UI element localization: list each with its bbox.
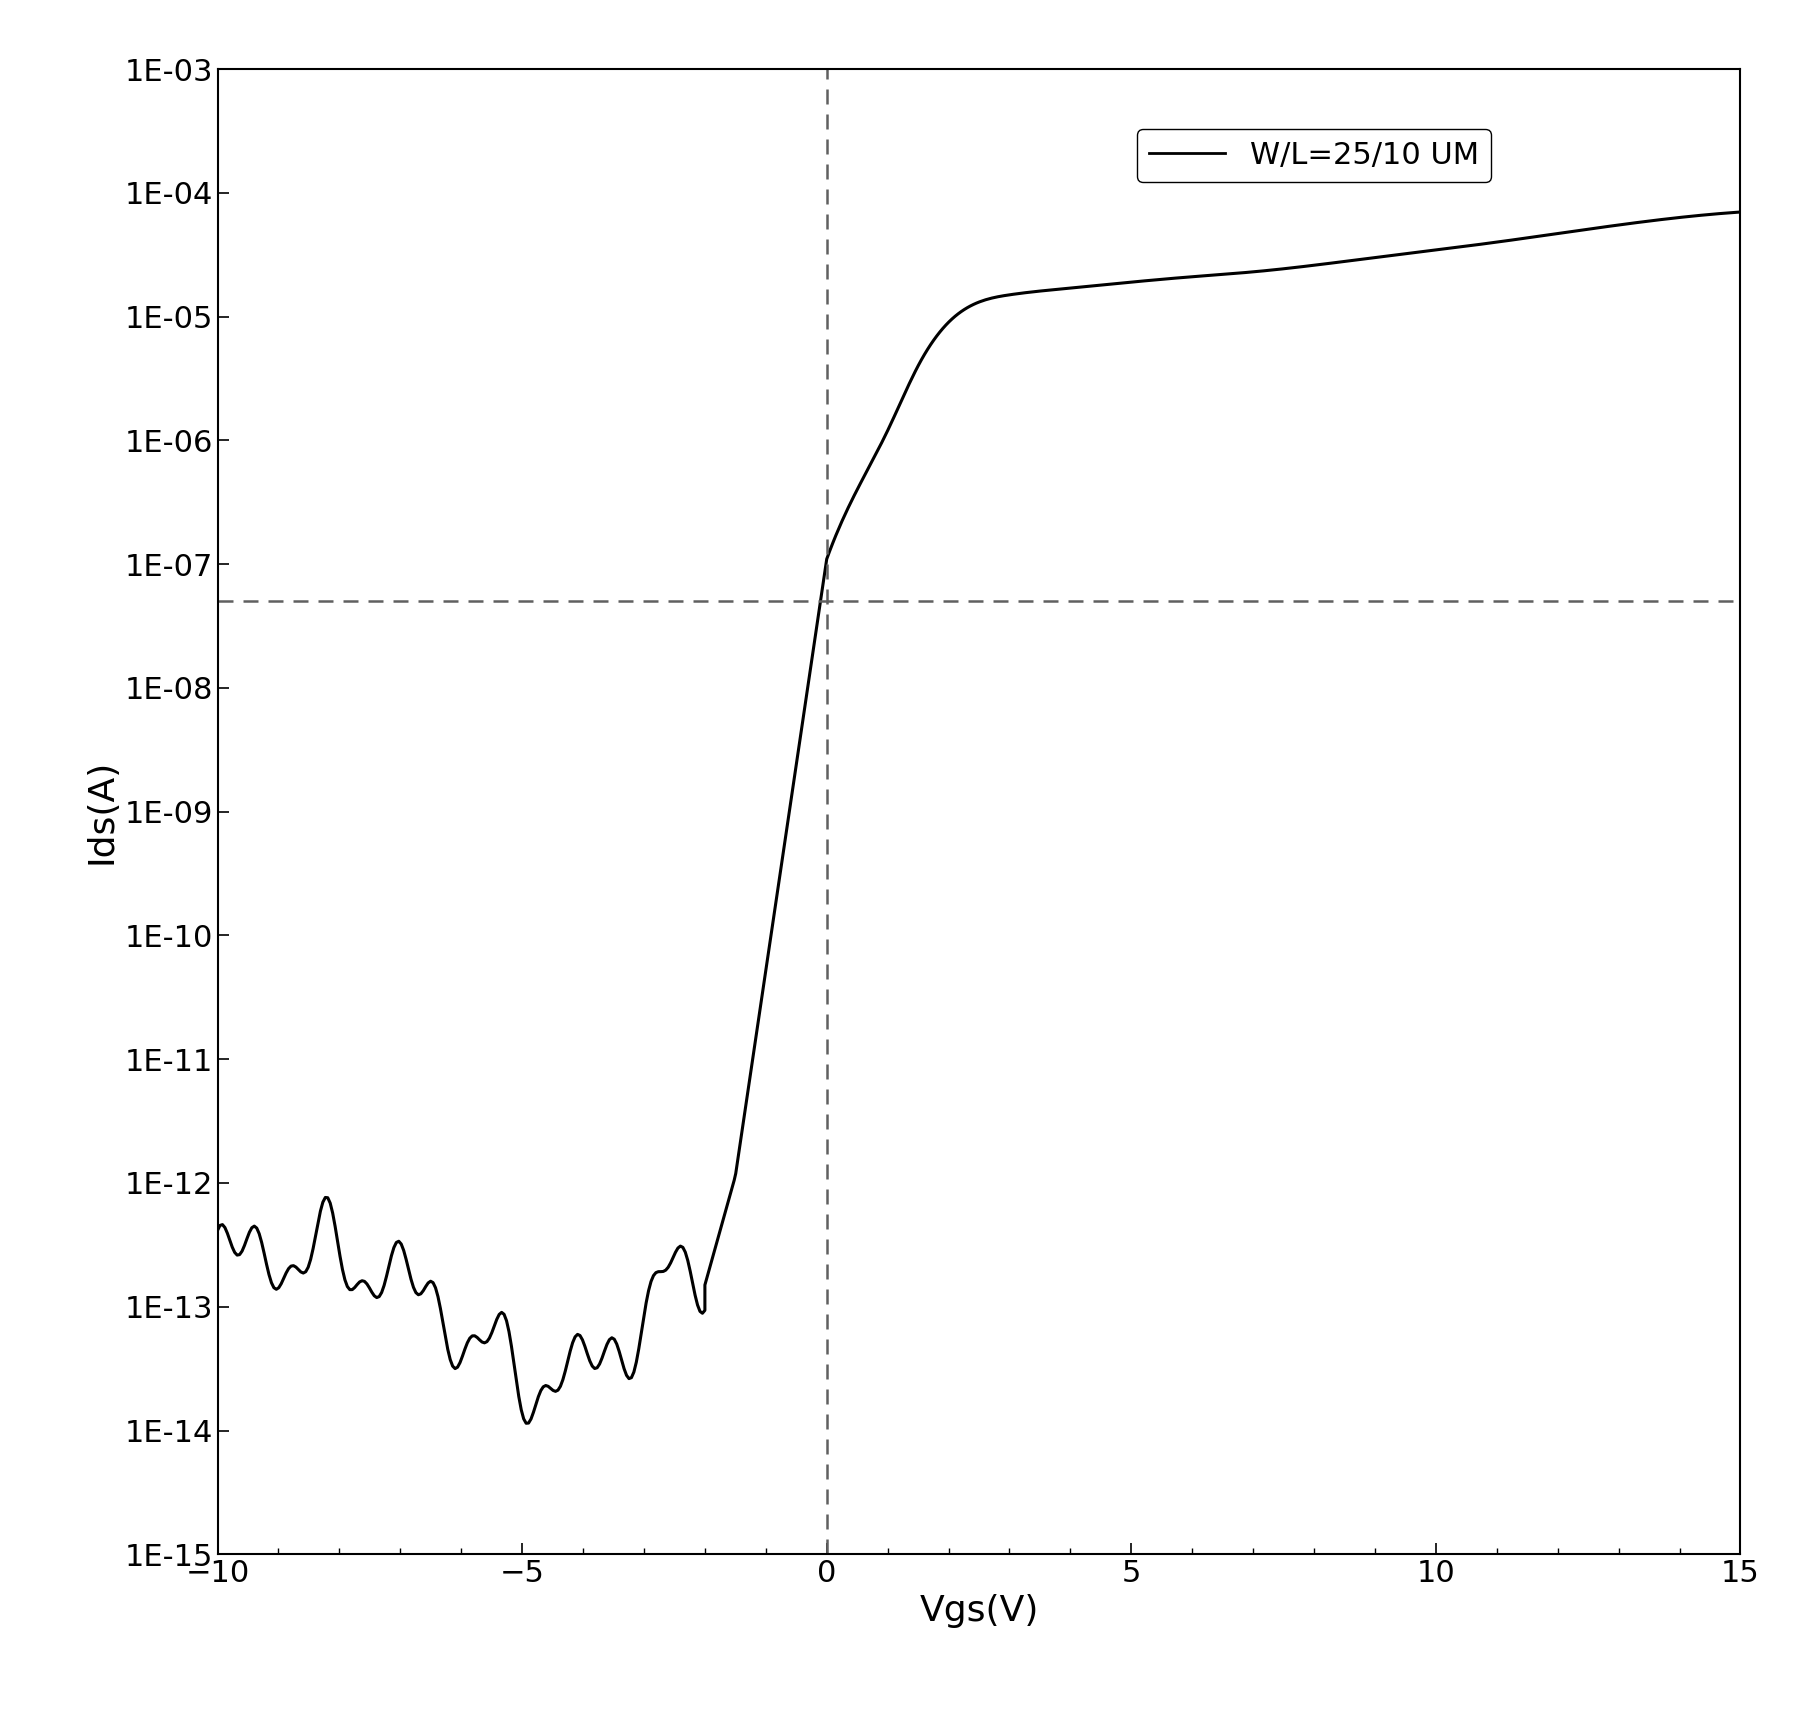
Legend: W/L=25/10 UM: W/L=25/10 UM xyxy=(1137,130,1492,183)
X-axis label: Vgs(V): Vgs(V) xyxy=(919,1594,1039,1629)
Y-axis label: Ids(A): Ids(A) xyxy=(85,760,118,864)
